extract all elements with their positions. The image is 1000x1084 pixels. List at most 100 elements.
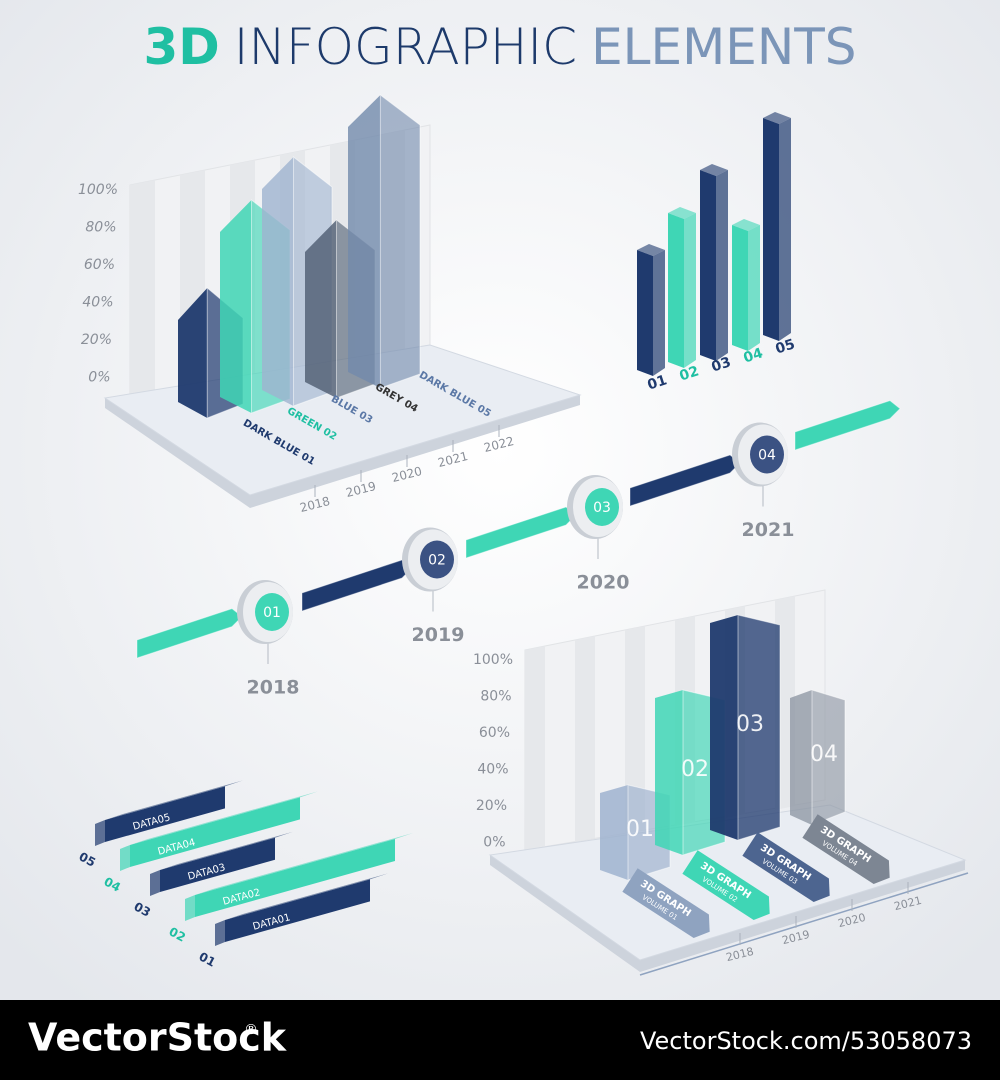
wall-stripe <box>575 636 595 842</box>
prism-front <box>668 213 684 368</box>
wall-stripe <box>130 180 155 395</box>
title: 3D INFOGRAPHIC ELEMENTS <box>143 18 856 76</box>
bar-label: 05 <box>774 336 797 357</box>
house-bar-left <box>305 220 337 398</box>
hbar-top <box>105 780 243 820</box>
y-tick-label: 60% <box>84 257 115 273</box>
wall-stripe <box>525 646 545 850</box>
ribbon-shape <box>742 832 830 903</box>
wall-stripe <box>625 626 645 834</box>
timeline-arrow <box>136 608 243 659</box>
node-year: 2020 <box>577 572 630 594</box>
hbar-top <box>225 873 388 920</box>
bar-label: 01 <box>646 372 669 393</box>
footer-reg: ® <box>244 1022 258 1038</box>
prism-right <box>737 614 781 841</box>
y-tick-label: 20% <box>476 798 507 814</box>
house-bar-left <box>178 288 208 418</box>
ribbon-shape <box>622 868 710 939</box>
hbar-number: 03 <box>132 899 153 919</box>
hbar-number: 01 <box>197 949 218 969</box>
y-tick-label: 80% <box>480 689 511 705</box>
house-bar-right <box>379 93 421 389</box>
y-tick-label: 100% <box>78 182 118 198</box>
timeline-arrow <box>794 400 901 451</box>
house-bar-left <box>262 157 294 406</box>
house-bar-left <box>220 200 252 413</box>
title-light: ELEMENTS <box>591 18 856 76</box>
y-tick-label: 60% <box>479 725 510 741</box>
hbar-top <box>160 831 293 870</box>
y-tick-label: 100% <box>473 652 513 668</box>
hbar-end <box>185 895 195 921</box>
node-number: 01 <box>263 605 281 621</box>
prism-side <box>748 225 760 351</box>
node-year: 2019 <box>412 624 465 646</box>
footer-brand: VectorStock <box>28 1016 287 1060</box>
prism-side <box>653 250 665 376</box>
y-tick-label: 80% <box>85 220 116 236</box>
hbar-end <box>150 870 160 896</box>
bar-label: 04 <box>742 345 766 366</box>
prism-front <box>732 225 748 351</box>
hbar-front <box>105 786 225 842</box>
title-accent: 3D <box>143 18 219 76</box>
floor-slab-side <box>105 395 580 508</box>
house-bar-left <box>348 95 381 388</box>
prism-front <box>637 250 653 376</box>
bar-number: 04 <box>810 742 838 767</box>
prism-left <box>655 690 683 855</box>
prism-top <box>732 219 760 231</box>
prism-left <box>790 690 812 825</box>
title-main: INFOGRAPHIC <box>234 18 577 76</box>
node-number: 03 <box>593 500 611 516</box>
prism-side <box>779 118 791 341</box>
hbar-front <box>225 879 370 942</box>
node-center <box>750 435 784 474</box>
y-tick-label: 0% <box>88 370 110 386</box>
hbar-end <box>215 920 225 946</box>
node-number: 02 <box>428 553 446 569</box>
floor-edge <box>639 872 969 976</box>
bar-label: 03 <box>710 354 733 375</box>
node-number: 04 <box>758 448 776 464</box>
prism-top <box>700 164 728 176</box>
hbar-end <box>120 845 130 871</box>
ribbon-shape <box>682 850 770 921</box>
bar-number: 01 <box>626 817 654 842</box>
prism-top <box>668 207 696 219</box>
bar-number: 03 <box>736 712 764 737</box>
hbar-number: 02 <box>167 924 188 944</box>
ribbon-shape <box>802 814 890 885</box>
node-center <box>255 593 289 631</box>
y-tick-label: 40% <box>477 762 508 778</box>
node-center <box>420 540 454 579</box>
hbar-top <box>130 791 318 845</box>
hbar-end <box>95 820 105 846</box>
node-center <box>585 488 619 526</box>
y-tick-label: 0% <box>483 835 505 851</box>
node-year: 2018 <box>247 677 300 699</box>
footer-bar <box>0 1000 1000 1080</box>
hbar-front <box>160 837 275 892</box>
bar-label: 02 <box>678 363 701 384</box>
prism-top <box>763 112 791 124</box>
bar-number: 02 <box>681 757 709 782</box>
prism-side <box>716 170 728 361</box>
prism-top <box>637 244 665 256</box>
hbar-number: 05 <box>77 849 98 869</box>
hbar-front <box>130 797 300 867</box>
hbar-top <box>195 833 413 895</box>
y-tick-label: 20% <box>81 332 112 348</box>
prism-right <box>811 689 846 826</box>
y-tick-label: 40% <box>82 295 113 311</box>
prism-left <box>710 615 738 840</box>
node-year: 2021 <box>742 519 795 541</box>
hbar-number: 04 <box>102 874 123 894</box>
prism-front <box>763 118 779 341</box>
hbar-front <box>195 839 395 917</box>
prism-left <box>600 785 628 880</box>
floor-slab-side <box>490 855 965 972</box>
